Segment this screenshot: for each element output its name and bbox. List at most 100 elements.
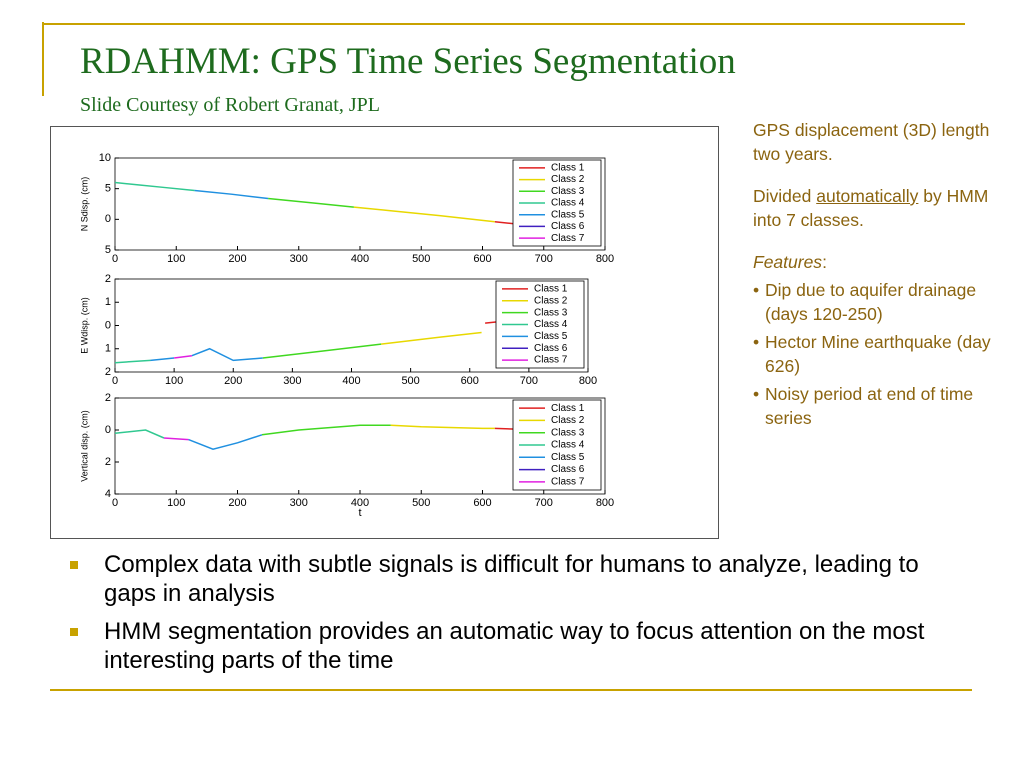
x-tick-label: 800 bbox=[596, 497, 614, 509]
legend-label: Class 3 bbox=[551, 186, 585, 197]
series-line bbox=[380, 331, 482, 345]
text: : bbox=[822, 252, 827, 272]
legend-label: Class 2 bbox=[551, 415, 585, 426]
legend-label: Class 4 bbox=[534, 319, 568, 330]
x-tick-label: 100 bbox=[165, 375, 183, 387]
x-tick-label: 100 bbox=[167, 497, 185, 509]
y-axis-label: Vertical disp. (cm) bbox=[79, 410, 89, 482]
series-line bbox=[268, 197, 354, 208]
x-tick-label: 200 bbox=[224, 375, 242, 387]
x-tick-label: 400 bbox=[342, 375, 360, 387]
x-tick-label: 500 bbox=[401, 375, 419, 387]
x-tick-label: 800 bbox=[596, 253, 614, 265]
series-line bbox=[353, 206, 495, 223]
bullet: Complex data with subtle signals is diff… bbox=[70, 550, 970, 608]
legend-label: Class 7 bbox=[534, 355, 568, 366]
x-tick-label: 400 bbox=[351, 497, 369, 509]
y-tick-label: 1 bbox=[105, 296, 111, 308]
y-tick-label: 5 bbox=[105, 244, 111, 256]
legend-label: Class 5 bbox=[534, 331, 568, 342]
text: automatically bbox=[816, 186, 919, 206]
series-line bbox=[114, 181, 195, 192]
x-tick-label: 600 bbox=[461, 375, 479, 387]
bullet-list: Complex data with subtle signals is diff… bbox=[70, 550, 970, 684]
y-tick-label: 4 bbox=[105, 488, 111, 500]
feature-item: Dip due to aquifer drainage (days 120-25… bbox=[753, 278, 1003, 326]
series-line bbox=[194, 189, 269, 200]
series-line bbox=[390, 424, 495, 430]
y-tick-label: 0 bbox=[105, 319, 111, 331]
x-tick-label: 500 bbox=[412, 253, 430, 265]
text: Features bbox=[753, 252, 823, 272]
x-tick-label: 100 bbox=[167, 253, 185, 265]
series-line bbox=[163, 437, 189, 441]
legend-label: Class 1 bbox=[551, 162, 585, 173]
series-line bbox=[114, 359, 151, 364]
legend-label: Class 1 bbox=[551, 403, 585, 414]
feature-item: Hector Mine earthquake (day 626) bbox=[753, 330, 1003, 378]
x-tick-label: 200 bbox=[228, 497, 246, 509]
series-line bbox=[188, 434, 263, 450]
y-tick-label: 10 bbox=[99, 152, 111, 164]
legend-label: Class 3 bbox=[534, 307, 568, 318]
y-tick-label: 2 bbox=[105, 392, 111, 404]
y-tick-label: 5 bbox=[105, 183, 111, 195]
text: Divided bbox=[753, 186, 817, 206]
note: Divided automatically by HMM into 7 clas… bbox=[753, 184, 1003, 232]
legend-label: Class 7 bbox=[551, 476, 585, 487]
legend-label: Class 6 bbox=[551, 221, 585, 232]
legend-label: Class 7 bbox=[551, 233, 585, 244]
x-tick-label: 0 bbox=[112, 253, 118, 265]
legend-label: Class 6 bbox=[534, 343, 568, 354]
y-tick-label: 2 bbox=[105, 456, 111, 468]
legend-label: Class 1 bbox=[534, 284, 568, 295]
legend-label: Class 3 bbox=[551, 427, 585, 438]
x-tick-label: 700 bbox=[535, 253, 553, 265]
legend-label: Class 5 bbox=[551, 209, 585, 220]
y-tick-label: 1 bbox=[105, 343, 111, 355]
x-tick-label: 300 bbox=[290, 497, 308, 509]
x-tick-label: 600 bbox=[473, 497, 491, 509]
y-axis-label: E Wdisp. (cm) bbox=[79, 297, 89, 354]
legend-label: Class 2 bbox=[534, 295, 568, 306]
text: by HMM into 7 classes. bbox=[753, 186, 989, 230]
legend-label: Class 4 bbox=[551, 440, 585, 451]
series-line bbox=[174, 354, 192, 359]
series-line bbox=[262, 343, 382, 359]
feature-list: Dip due to aquifer drainage (days 120-25… bbox=[753, 278, 1003, 430]
legend-label: Class 5 bbox=[551, 452, 585, 463]
x-tick-label: 500 bbox=[412, 497, 430, 509]
y-axis-label: N Sdisp. (cm) bbox=[79, 177, 89, 232]
legend-label: Class 2 bbox=[551, 174, 585, 185]
series-line bbox=[261, 424, 391, 436]
feature-item: Noisy period at end of time series bbox=[753, 382, 1003, 430]
y-tick-label: 0 bbox=[105, 213, 111, 225]
x-tick-label: 0 bbox=[112, 375, 118, 387]
subtitle: Slide Courtesy of Robert Granat, JPL bbox=[80, 94, 380, 116]
x-tick-label: 200 bbox=[228, 253, 246, 265]
series-line bbox=[150, 347, 263, 362]
x-tick-label: 0 bbox=[112, 497, 118, 509]
title: RDAHMM: GPS Time Series Segmentation bbox=[80, 41, 736, 82]
y-tick-label: 0 bbox=[105, 424, 111, 436]
x-tick-label: 700 bbox=[535, 497, 553, 509]
x-tick-label: 600 bbox=[473, 253, 491, 265]
side-notes: GPS displacement (3D) length two years. … bbox=[753, 118, 1003, 434]
x-tick-label: 400 bbox=[351, 253, 369, 265]
note: GPS displacement (3D) length two years. bbox=[753, 120, 990, 164]
bullet: HMM segmentation provides an automatic w… bbox=[70, 617, 970, 675]
series-line bbox=[114, 429, 165, 439]
x-tick-label: 700 bbox=[520, 375, 538, 387]
legend-label: Class 4 bbox=[551, 198, 585, 209]
legend-label: Class 6 bbox=[551, 464, 585, 475]
x-tick-label: 800 bbox=[579, 375, 597, 387]
note: Features: bbox=[753, 250, 1003, 274]
x-axis-label: t bbox=[358, 507, 361, 519]
y-tick-label: 2 bbox=[105, 273, 111, 285]
x-tick-label: 300 bbox=[283, 375, 301, 387]
x-tick-label: 300 bbox=[290, 253, 308, 265]
y-tick-label: 2 bbox=[105, 366, 111, 378]
